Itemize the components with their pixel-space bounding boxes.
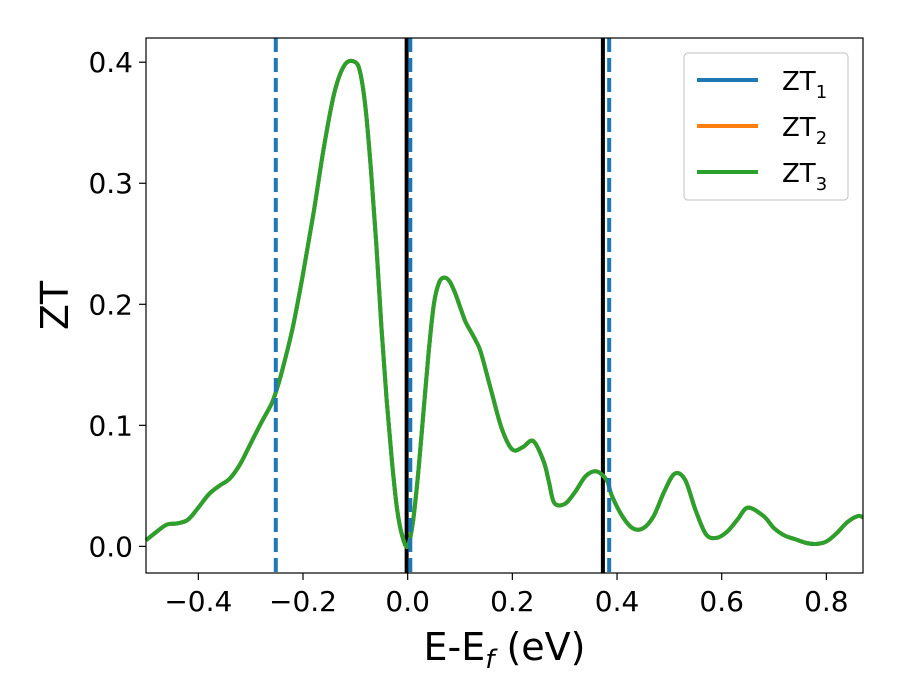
x-tick-label: −0.2: [269, 585, 337, 618]
legend-box: [683, 52, 849, 201]
dashed-vertical-lines: [273, 38, 612, 573]
y-tick-label: 0.3: [88, 167, 133, 200]
legend-label-2: ZT2: [782, 113, 827, 149]
y-tick-label: 0.4: [88, 46, 133, 79]
x-axis-ticks: −0.4 −0.2 0.0 0.2 0.4 0.6 0.8: [164, 573, 849, 618]
y-axis-label: ZT: [33, 280, 77, 330]
series-line-3: [144, 58, 864, 549]
x-tick-label: 0.2: [490, 585, 535, 618]
y-tick-label: 0.2: [88, 288, 133, 321]
legend: ZT1 ZT2 ZT3: [683, 52, 849, 201]
legend-label-1: ZT1: [782, 67, 827, 103]
legend-label-3: ZT3: [782, 159, 827, 195]
x-tick-label: 0.4: [595, 585, 640, 618]
y-tick-label: 0.0: [88, 530, 133, 563]
x-tick-label: 0.8: [804, 585, 849, 618]
x-tick-label: 0.0: [385, 585, 430, 618]
x-tick-label: 0.6: [699, 585, 744, 618]
x-tick-label: −0.4: [164, 585, 232, 618]
x-axis-label: E-Ef (eV): [424, 625, 586, 675]
series-curves: [144, 58, 864, 549]
y-axis-ticks: 0.0 0.1 0.2 0.3 0.4: [88, 46, 146, 563]
plot-area-frame: [145, 37, 864, 574]
solid-vertical-lines: [404, 38, 605, 573]
y-tick-label: 0.1: [88, 409, 133, 442]
